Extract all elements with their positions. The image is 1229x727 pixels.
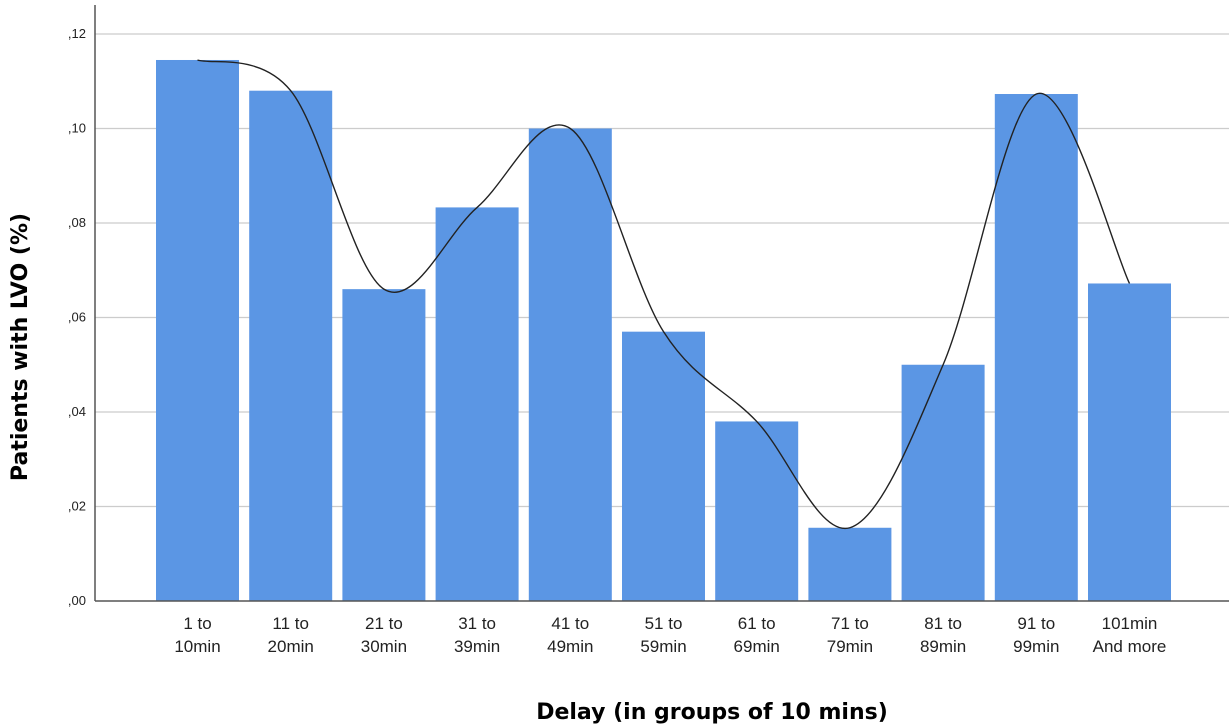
bar [528,128,612,601]
bars [156,59,1171,602]
x-tick-label: 71 to 79min [827,614,873,656]
axes [94,5,1229,602]
x-tick-label: 11 to 20min [268,614,314,656]
y-tick-label: ,00 [68,593,86,608]
x-tick-label: 1 to 10min [174,614,220,656]
bar [249,90,333,601]
x-tick-label: 101min And more [1093,614,1167,656]
y-axis-label: Patients with LVO (%) [8,213,33,481]
bar [342,289,426,601]
y-tick-labels: ,00 ,02 ,04 ,06 ,08 ,10 ,12 [68,26,86,608]
x-tick-label: 51 to 59min [640,614,686,656]
bar [994,94,1078,601]
x-tick-label: 41 to 49min [547,614,593,656]
bar [808,527,892,601]
bar [435,207,519,601]
bar [156,59,239,602]
bar [901,364,985,601]
x-tick-label: 91 to 99min [1013,614,1059,656]
y-tick-label: ,08 [68,215,86,230]
x-tick-labels: 1 to 10min 11 to 20min 21 to 30min 31 to 39min 4… [174,614,1166,656]
bar [1088,283,1171,601]
x-tick-label: 21 to 30min [361,614,407,656]
x-tick-label: 31 to 39min [454,614,500,656]
x-axis-label: Delay (in groups of 10 mins) [536,700,888,725]
x-tick-label: 81 to 89min [920,614,966,656]
fit-curve [197,59,1131,530]
x-tick-label: 61 to 69min [734,614,780,656]
bar [715,421,799,601]
fit-curve-layer [197,59,1131,530]
y-tick-label: ,10 [68,121,86,136]
y-tick-label: ,06 [68,310,86,325]
bar [622,331,705,601]
y-tick-label: ,12 [68,26,86,41]
y-tick-label: ,02 [68,499,86,514]
y-tick-label: ,04 [68,404,86,419]
